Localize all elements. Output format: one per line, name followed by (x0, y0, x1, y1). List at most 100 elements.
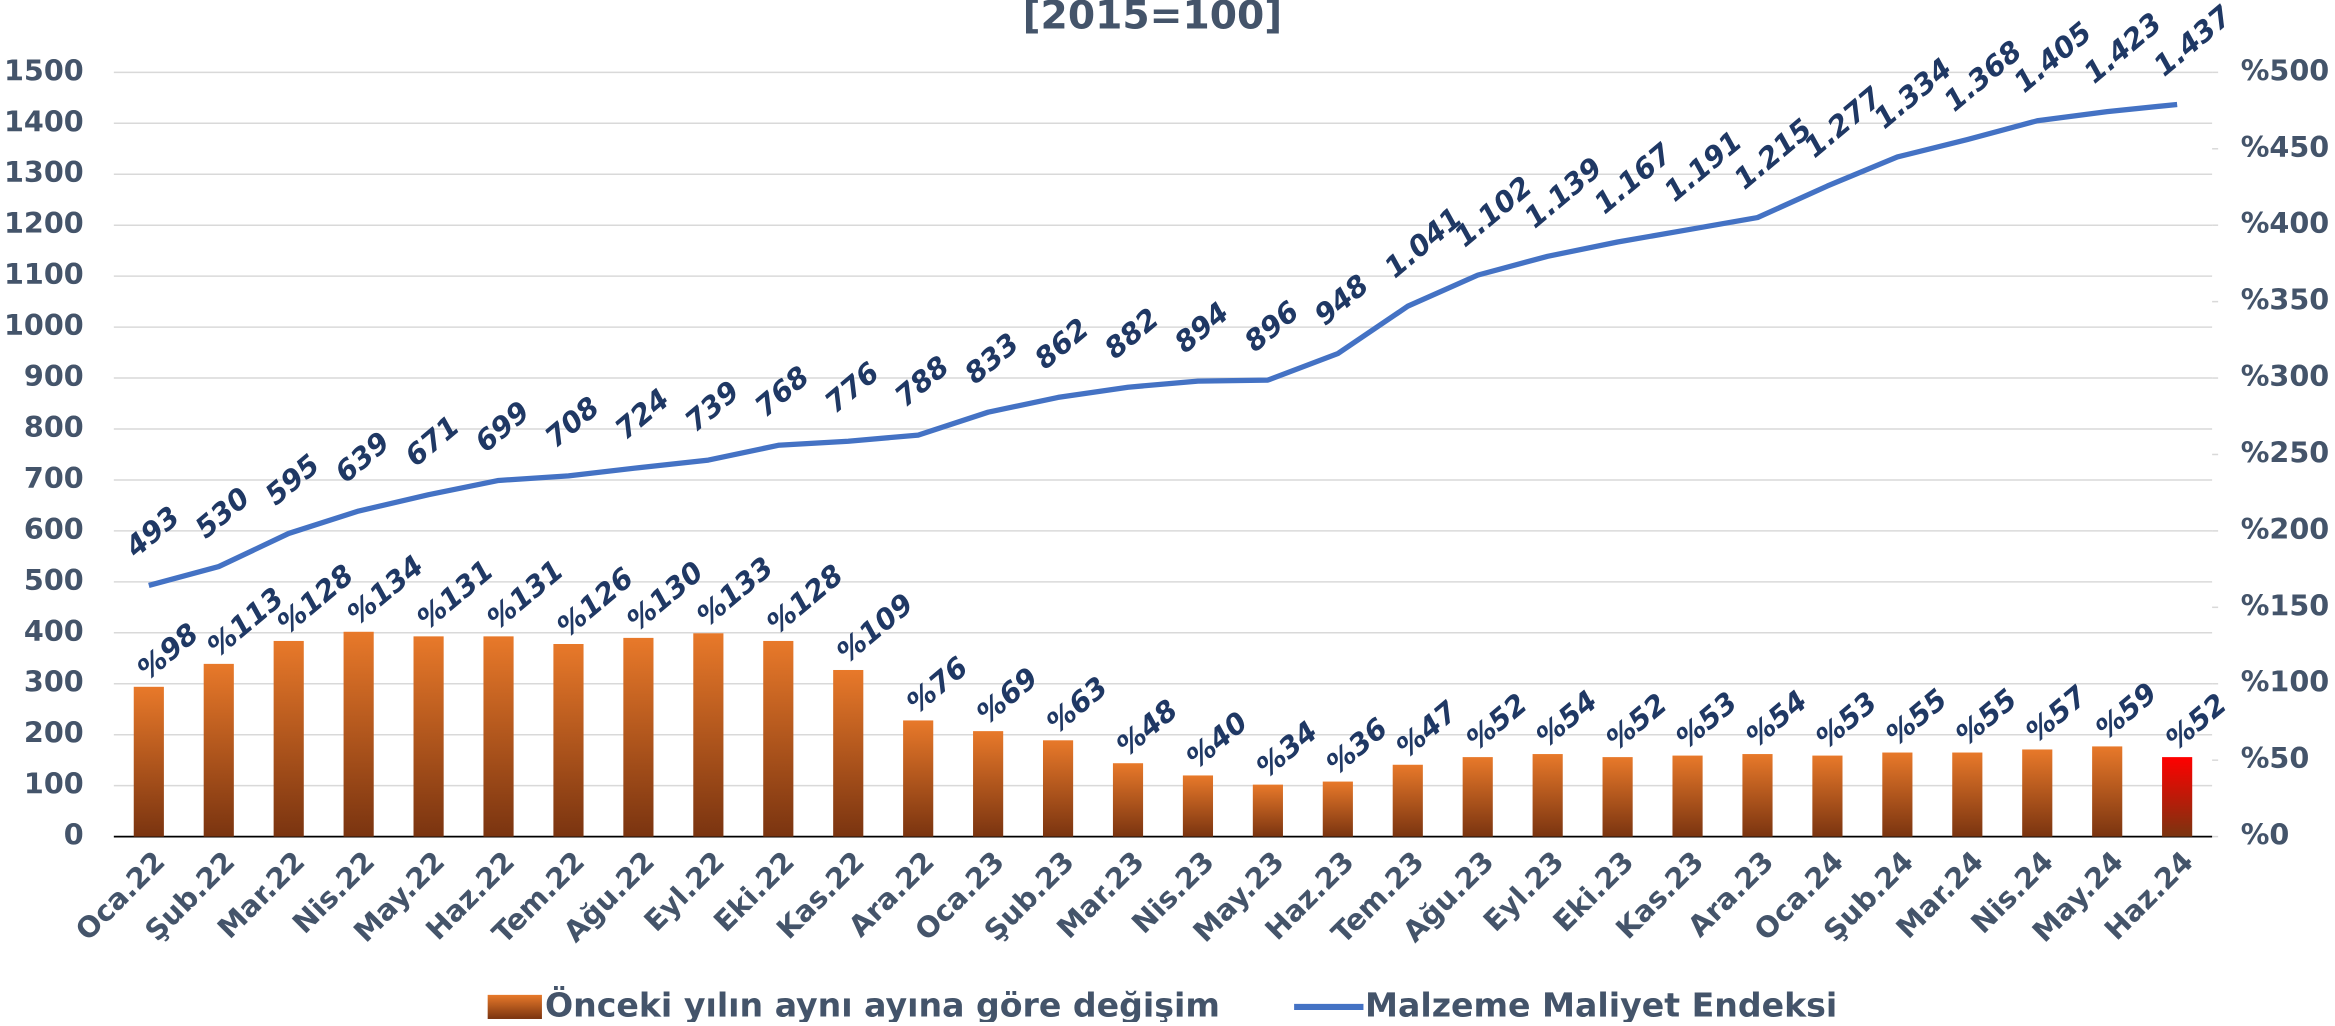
data-label: %34 (1250, 714, 1324, 784)
bar (2162, 757, 2193, 837)
legend-label: Önceki yılın aynı ayına göre değişim (545, 984, 1220, 1022)
data-label: %53 (1809, 685, 1883, 755)
data-label: %76 (900, 650, 974, 720)
data-label: %69 (970, 660, 1044, 730)
y-tick-label: 900 (24, 359, 84, 393)
y2-tick-label: %400 (2241, 206, 2329, 240)
y-tick-label: 1200 (4, 206, 84, 240)
bar (1532, 754, 1563, 837)
bar (903, 720, 934, 837)
data-label: %55 (1879, 682, 1953, 752)
data-label: %52 (2159, 686, 2233, 756)
bar (693, 633, 724, 837)
y2-tick-label: %350 (2241, 283, 2329, 317)
data-label: 493 (118, 499, 186, 564)
bar (2092, 746, 2123, 837)
y-tick-label: 1000 (4, 308, 84, 342)
data-label: %47 (1390, 694, 1464, 764)
data-label: %54 (1739, 683, 1813, 753)
bar (133, 686, 164, 837)
y-tick-label: 1100 (4, 257, 84, 291)
bar (1602, 757, 1633, 837)
legend-swatch (487, 994, 542, 1019)
bar (203, 663, 234, 837)
data-label: %53 (1669, 685, 1743, 755)
data-label: 948 (1308, 267, 1376, 331)
y-tick-label: 1300 (4, 155, 84, 189)
y-tick-label: 200 (24, 716, 84, 750)
y-tick-label: 300 (24, 665, 84, 699)
bar (1042, 740, 1074, 837)
data-label: %55 (1949, 682, 2023, 752)
data-label: 776 (818, 355, 886, 419)
y-tick-label: 0 (64, 818, 84, 852)
data-label: %130 (620, 554, 710, 637)
bar (1182, 775, 1214, 837)
bar (623, 637, 654, 837)
data-label: 894 (1168, 295, 1236, 359)
bar (273, 640, 304, 837)
y-tick-label: 100 (24, 767, 84, 801)
legend-label: Malzeme Maliyet Endeksi (1365, 985, 1837, 1022)
bar (1392, 764, 1423, 837)
y2-tick-label: %300 (2241, 359, 2329, 393)
y2-tick-label: %100 (2241, 665, 2329, 699)
chart-title: [2015=100] (1023, 0, 1283, 39)
bar (343, 631, 374, 837)
y-tick-label: 700 (24, 461, 84, 495)
bar (763, 640, 794, 837)
data-label: %52 (1599, 686, 1673, 756)
bar (1812, 755, 1843, 837)
y2-tick-label: %500 (2241, 53, 2329, 87)
y-tick-label: 800 (24, 410, 84, 444)
bar (553, 644, 584, 837)
bar (1672, 755, 1703, 837)
data-label: %52 (1459, 686, 1533, 756)
data-label: 1.437 (2147, 0, 2238, 83)
data-label: %36 (1320, 711, 1394, 781)
data-label: 671 (398, 409, 466, 473)
data-label: 708 (538, 390, 606, 454)
y-tick-label: 1400 (4, 104, 84, 138)
y-tick-label: 500 (24, 563, 84, 597)
y2-tick-label: %200 (2241, 512, 2329, 546)
data-label: %40 (1180, 705, 1254, 775)
y2-tick-label: %450 (2241, 130, 2329, 164)
y-tick-label: 600 (24, 512, 84, 546)
data-label: 1.423 (2077, 6, 2168, 90)
data-label: %134 (340, 548, 430, 631)
data-label: %48 (1110, 693, 1184, 763)
data-label: 699 (468, 394, 536, 458)
data-label: %54 (1529, 683, 1603, 753)
data-label: %131 (410, 553, 500, 636)
data-label: 530 (188, 480, 256, 544)
y2-tick-label: %150 (2241, 588, 2329, 622)
bar (2022, 749, 2053, 837)
bar (1252, 784, 1283, 837)
y2-tick-label: %250 (2241, 435, 2329, 469)
bar (1462, 757, 1493, 837)
bar (1742, 754, 1773, 837)
bar (413, 636, 444, 837)
data-label: 862 (1028, 311, 1096, 375)
data-label: 833 (958, 326, 1026, 390)
data-label: %98 (131, 616, 205, 686)
data-label: 724 (608, 382, 676, 446)
data-label: %109 (830, 587, 920, 670)
data-label: 1.277 (1797, 80, 1888, 164)
y-tick-label: 400 (24, 614, 84, 648)
data-label: 768 (748, 359, 816, 423)
data-label: 788 (888, 349, 956, 413)
y-tick-label: 1500 (4, 53, 84, 87)
data-label: %57 (2019, 679, 2093, 749)
bar (973, 731, 1004, 837)
data-label: 1.041 (1377, 200, 1468, 284)
data-label: 882 (1098, 301, 1166, 365)
bar (1322, 781, 1353, 837)
y2-tick-label: %50 (2241, 741, 2310, 775)
bar (483, 636, 514, 837)
bar (1952, 752, 1983, 837)
data-label: 896 (1238, 294, 1306, 358)
bar (1882, 752, 1913, 837)
data-label: 595 (258, 447, 326, 511)
